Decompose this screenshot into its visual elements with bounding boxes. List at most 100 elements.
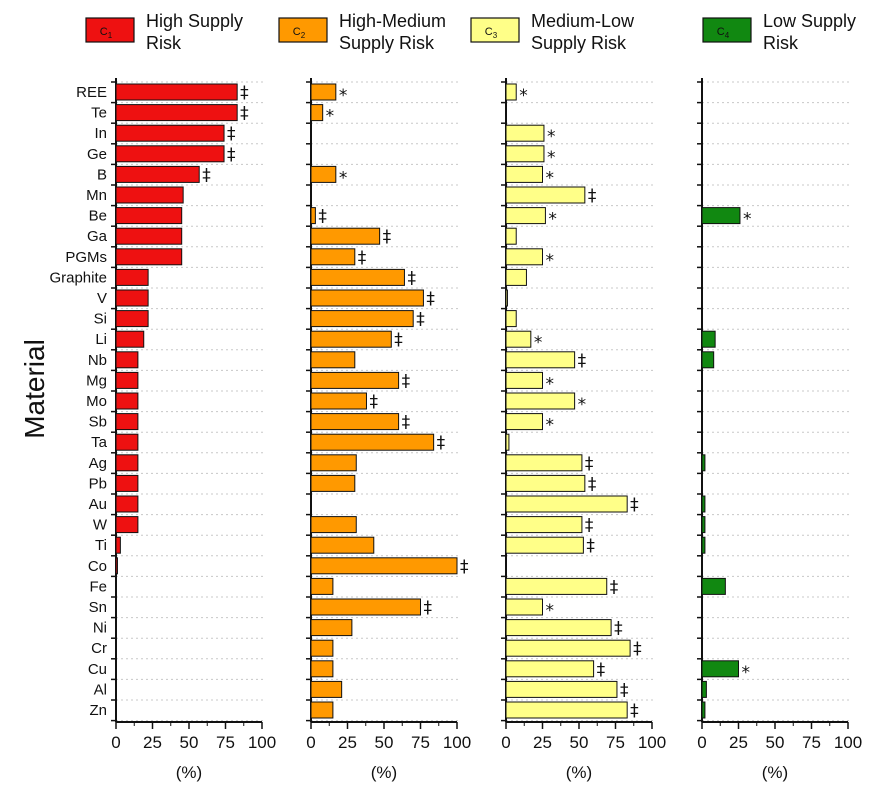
asterisk-mark: *: [546, 168, 555, 188]
asterisk-mark: *: [742, 663, 751, 683]
material-label-al: Al: [94, 681, 107, 698]
material-label-in: In: [94, 125, 107, 142]
bar-graphite: [505, 268, 527, 286]
double-dagger-mark: ‡: [383, 227, 392, 247]
double-dagger-mark: ‡: [402, 413, 411, 433]
double-dagger-mark: ‡: [620, 680, 629, 700]
legend-label: Supply Risk: [531, 33, 627, 53]
bar-pb: [505, 474, 586, 492]
bar-li: [505, 330, 532, 348]
bar-sn: [310, 598, 421, 616]
material-label-pgms: PGMs: [65, 249, 107, 266]
bar-ga: [115, 227, 183, 245]
legend-swatch: [85, 17, 135, 43]
bar-nb: [701, 351, 715, 369]
double-dagger-mark: ‡: [358, 248, 367, 268]
bar-v: [115, 289, 149, 307]
double-dagger-mark: ‡: [610, 577, 619, 597]
asterisk-mark: *: [578, 395, 587, 415]
bar-graphite: [115, 268, 149, 286]
bar-ta: [115, 433, 139, 451]
bar-mg: [505, 371, 543, 389]
legend-label: Risk: [763, 33, 799, 53]
material-label-au: Au: [89, 496, 107, 513]
x-tick-label: 100: [443, 733, 471, 752]
material-label-si: Si: [94, 311, 107, 328]
x-tick-label: 50: [570, 733, 589, 752]
bar-li: [115, 330, 145, 348]
double-dagger-mark: ‡: [318, 207, 327, 227]
bar-zn: [701, 701, 706, 719]
legend-label: Medium-Low: [531, 11, 635, 31]
bar-pb: [310, 474, 356, 492]
double-dagger-mark: ‡: [240, 104, 249, 124]
asterisk-mark: *: [546, 374, 555, 394]
bar-ree: [310, 83, 337, 101]
bar-au: [505, 495, 628, 513]
asterisk-mark: *: [548, 210, 557, 230]
double-dagger-mark: ‡: [630, 495, 639, 515]
bar-v: [505, 289, 508, 307]
bar-pb: [115, 474, 139, 492]
x-tick-label: 75: [216, 733, 235, 752]
bar-mo: [310, 392, 367, 410]
bar-fe: [701, 577, 726, 595]
asterisk-mark: *: [519, 86, 528, 106]
bar-pgms: [115, 248, 183, 266]
material-label-li: Li: [95, 331, 107, 348]
bar-ree: [505, 83, 517, 101]
legend-label: Supply Risk: [339, 33, 435, 53]
bar-w: [505, 516, 583, 534]
material-label-pb: Pb: [89, 475, 107, 492]
bar-mg: [115, 371, 139, 389]
bar-in: [115, 124, 225, 142]
bar-be: [701, 207, 741, 225]
bar-li: [310, 330, 392, 348]
material-label-fe: Fe: [89, 578, 107, 595]
bar-ga: [310, 227, 381, 245]
bar-li: [701, 330, 716, 348]
bar-au: [115, 495, 139, 513]
bar-nb: [310, 351, 356, 369]
legend-label: High-Medium: [339, 11, 446, 31]
x-tick-label: 25: [143, 733, 162, 752]
bar-w: [701, 516, 706, 534]
bar-mn: [115, 186, 184, 204]
material-label-ni: Ni: [93, 620, 107, 637]
material-label-ga: Ga: [87, 228, 108, 245]
x-axis-label: (%): [371, 763, 397, 782]
bar-b: [115, 165, 200, 183]
bar-cr: [505, 639, 631, 657]
asterisk-mark: *: [339, 168, 348, 188]
panel-4: 0 25 50 75 100 (%) * *: [697, 78, 862, 782]
bar-sn: [505, 598, 543, 616]
double-dagger-mark: ‡: [588, 474, 597, 494]
bar-b: [310, 165, 337, 183]
bar-mo: [505, 392, 576, 410]
bar-cu: [505, 660, 595, 678]
double-dagger-mark: ‡: [240, 83, 249, 103]
bar-be: [505, 207, 546, 225]
bar-zn: [505, 701, 628, 719]
x-tick-label: 75: [411, 733, 430, 752]
bar-co: [310, 557, 458, 575]
bar-ag: [310, 454, 357, 472]
bar-pgms: [505, 248, 543, 266]
material-label-v: V: [97, 290, 107, 307]
x-tick-label: 75: [606, 733, 625, 752]
legend-label: Low Supply: [763, 11, 856, 31]
double-dagger-mark: ‡: [578, 351, 587, 371]
material-label-graphite: Graphite: [49, 269, 107, 286]
chart-panels: REE Te In Ge B Mn Be Ga PGMs Graphite V Si Li Nb Mg Mo S…: [49, 78, 862, 782]
legend-label: Risk: [146, 33, 182, 53]
material-label-te: Te: [91, 105, 107, 122]
double-dagger-mark: ‡: [402, 371, 411, 391]
material-label-cr: Cr: [91, 640, 107, 657]
x-tick-label: 0: [697, 733, 706, 752]
double-dagger-mark: ‡: [227, 124, 236, 144]
x-tick-label: 50: [180, 733, 199, 752]
asterisk-mark: *: [547, 148, 556, 168]
x-tick-label: 100: [248, 733, 276, 752]
bar-fe: [505, 577, 608, 595]
